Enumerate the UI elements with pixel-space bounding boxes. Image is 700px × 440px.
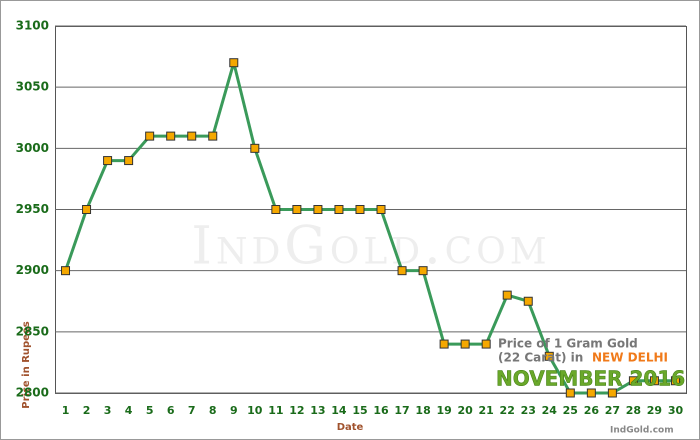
point-marker [418, 266, 428, 276]
x-tick-label: 29 [647, 404, 662, 417]
x-tick-label: 25 [563, 404, 578, 417]
point-marker [334, 205, 344, 214]
x-tick-label: 18 [415, 404, 430, 417]
x-tick-label: 6 [167, 404, 175, 417]
point-marker [523, 296, 533, 306]
x-tick-label: 12 [289, 404, 304, 417]
x-tick-label: 24 [542, 404, 558, 417]
x-tick-label: 9 [230, 404, 238, 417]
x-tick-label: 1 [62, 404, 70, 417]
y-tick-label: 2850 [16, 324, 49, 338]
y-tick-label: 2800 [16, 386, 49, 400]
point-marker [502, 290, 512, 300]
x-tick-label: 5 [146, 404, 154, 417]
source: IndGold.com [610, 426, 674, 436]
point-marker [460, 339, 470, 349]
point-marker [61, 266, 71, 276]
x-tick-label: 16 [373, 404, 389, 417]
x-tick-label: 27 [605, 404, 620, 417]
x-tick-label: 23 [521, 404, 536, 417]
x-tick-label: 7 [188, 404, 196, 417]
x-tick-label: 10 [247, 404, 263, 417]
x-tick-label: 4 [125, 404, 133, 417]
point-marker [229, 58, 239, 68]
point-marker [103, 156, 113, 166]
y-tick-label: 2950 [16, 202, 49, 216]
point-marker [250, 143, 260, 153]
point-marker [376, 205, 386, 214]
x-tick-label: 14 [331, 404, 347, 417]
y-tick-label: 3050 [16, 80, 49, 94]
point-marker [439, 339, 449, 349]
annotation-city: NEW DELHI [592, 351, 668, 365]
point-marker [544, 351, 554, 361]
y-tick-label: 3100 [16, 19, 49, 33]
x-tick-label: 8 [209, 404, 217, 417]
annotation-line2: (22 Carat) in [498, 351, 583, 365]
x-tick-label: 19 [436, 404, 451, 417]
point-marker [187, 131, 197, 141]
point-marker [565, 388, 575, 398]
annotation-month: NOVEMBER 2016 [496, 367, 685, 391]
x-tick-label: 15 [352, 404, 367, 417]
annotation-line1: Price of 1 Gram Gold [498, 337, 638, 351]
point-marker [670, 376, 680, 386]
y-axis-label: Price in Rupees [21, 321, 32, 408]
point-marker [481, 339, 491, 349]
point-marker [271, 205, 281, 214]
y-tick-label: 2900 [16, 263, 49, 277]
point-marker [628, 376, 638, 386]
x-tick-label: 2 [83, 404, 91, 417]
x-tick-label: 30 [668, 404, 684, 417]
x-tick-label: 13 [310, 404, 325, 417]
point-marker [313, 205, 323, 214]
x-tick-label: 21 [479, 404, 494, 417]
x-tick-label: 26 [584, 404, 600, 417]
watermark: IndGold.com [191, 217, 550, 277]
point-marker [607, 388, 617, 398]
point-marker [586, 388, 596, 398]
point-marker [145, 131, 155, 141]
x-tick-label: 20 [457, 404, 473, 417]
point-marker [208, 131, 218, 141]
point-marker [124, 156, 134, 166]
point-marker [82, 205, 92, 214]
point-marker [397, 266, 407, 276]
x-tick-label: 11 [268, 404, 283, 417]
point-marker [649, 376, 659, 386]
x-tick-label: 3 [104, 404, 112, 417]
point-marker [292, 205, 302, 214]
x-tick-label: 17 [394, 404, 409, 417]
x-tick-label: 28 [626, 404, 641, 417]
y-tick-label: 3000 [16, 141, 49, 155]
x-axis-label: Date [337, 422, 364, 433]
point-marker [166, 131, 176, 141]
x-tick-label: 22 [500, 404, 515, 417]
point-marker [355, 205, 365, 214]
